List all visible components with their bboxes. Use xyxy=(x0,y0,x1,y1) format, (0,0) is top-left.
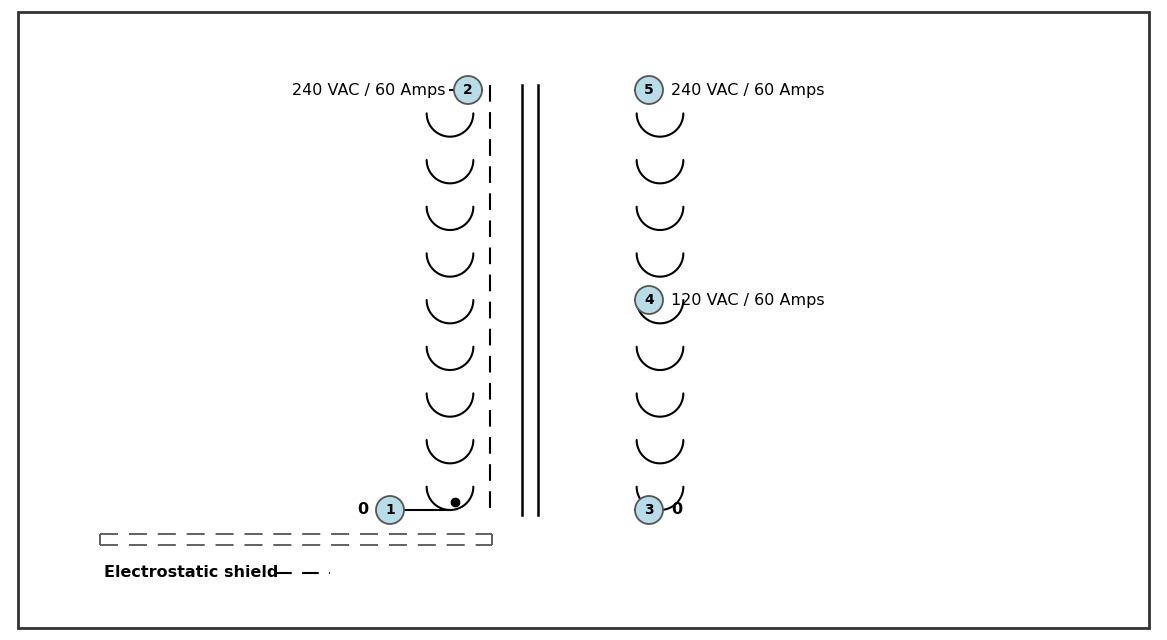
Text: 5: 5 xyxy=(644,83,654,97)
Text: 3: 3 xyxy=(644,503,654,517)
Text: 0: 0 xyxy=(357,502,368,518)
Text: 120 VAC / 60 Amps: 120 VAC / 60 Amps xyxy=(671,292,825,307)
Text: 4: 4 xyxy=(644,293,654,307)
Circle shape xyxy=(635,496,663,524)
Text: 1: 1 xyxy=(385,503,394,517)
Text: Electrostatic shield: Electrostatic shield xyxy=(104,565,279,580)
Circle shape xyxy=(376,496,404,524)
Circle shape xyxy=(454,76,482,104)
Text: 2: 2 xyxy=(463,83,473,97)
Circle shape xyxy=(635,76,663,104)
Text: 240 VAC / 60 Amps: 240 VAC / 60 Amps xyxy=(671,83,825,97)
Text: 0: 0 xyxy=(671,502,683,518)
Text: 240 VAC / 60 Amps: 240 VAC / 60 Amps xyxy=(293,83,446,97)
Circle shape xyxy=(635,286,663,314)
